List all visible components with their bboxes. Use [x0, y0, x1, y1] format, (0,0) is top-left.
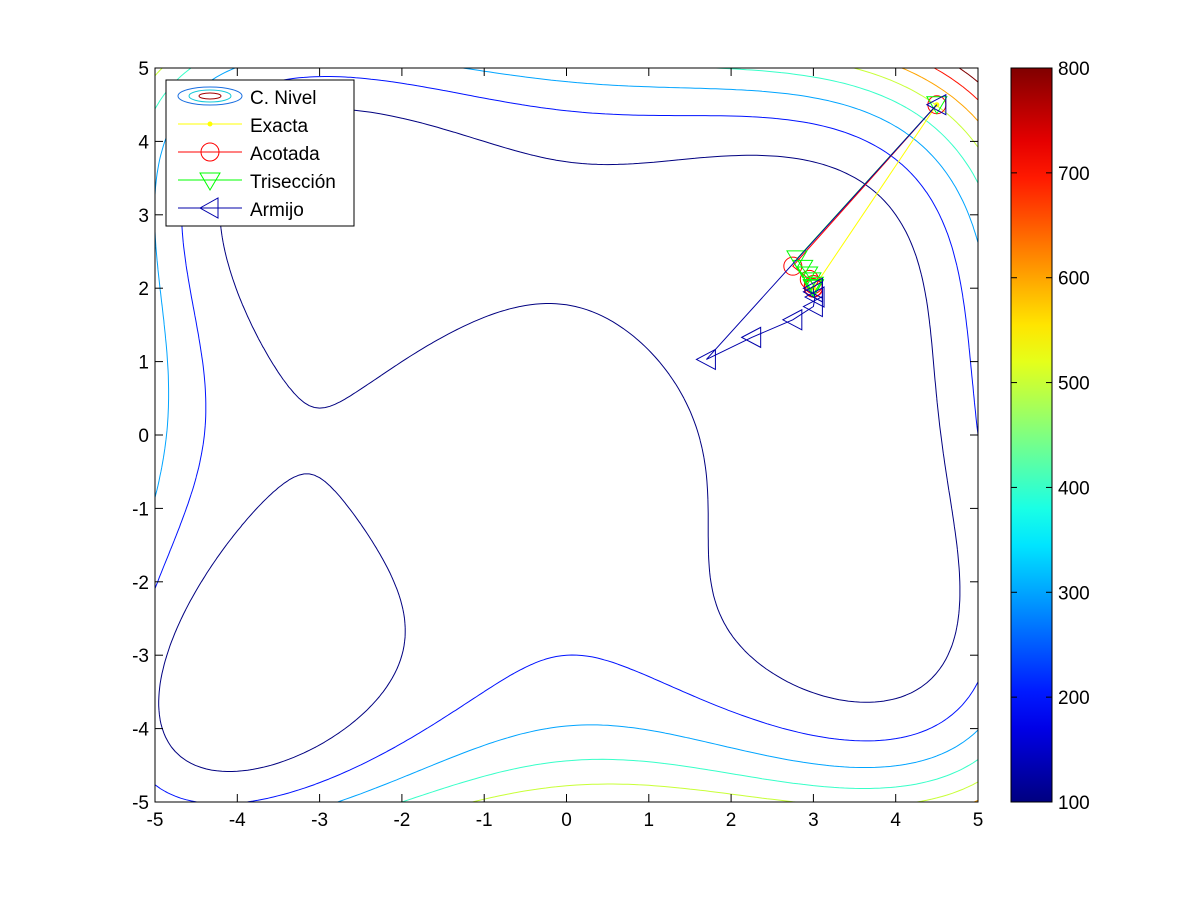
optimization-paths	[695, 93, 948, 371]
data-point	[925, 93, 947, 116]
legend-entry-exacta: Exacta	[178, 116, 309, 137]
contour-level-600	[901, 68, 978, 802]
y-tick-label: -2	[132, 573, 149, 594]
legend-entry-c-nivel: C. Nivel	[177, 86, 317, 109]
contour-level-100	[158, 108, 961, 772]
y-axis: -5 -4 -3 -2 -1 0 1 2 3 4 5	[132, 59, 978, 814]
colorbar-tick-label: 600	[1058, 269, 1090, 290]
y-tick-label: -3	[132, 646, 149, 667]
y-tick-label: -5	[132, 793, 149, 814]
data-point	[803, 286, 825, 308]
legend-label: Armijo	[250, 200, 304, 221]
data-point	[695, 348, 716, 371]
series-armijo	[695, 93, 947, 371]
y-tick-label: 0	[138, 426, 149, 447]
x-tick-label: 4	[890, 810, 901, 831]
y-tick-label: 3	[138, 206, 149, 227]
colorbar-tick-label: 700	[1058, 164, 1090, 185]
x-tick-label: 5	[973, 810, 984, 831]
data-point	[781, 308, 803, 331]
colorbar	[1010, 67, 1053, 803]
colorbar-tick-label: 800	[1058, 59, 1090, 80]
data-point	[740, 326, 762, 349]
legend-entry-armijo: Armijo	[178, 197, 304, 221]
data-point	[786, 250, 808, 269]
x-tick-label: 2	[726, 810, 737, 831]
legend-label: Exacta	[250, 116, 309, 137]
legend-entry-acotada: Acotada	[178, 142, 320, 165]
legend-entry-triseccion: Trisección	[178, 172, 336, 193]
x-tick-label: -2	[393, 810, 410, 831]
series-line	[812, 104, 938, 289]
x-tick-label: 0	[561, 810, 572, 831]
x-tick-label: 3	[808, 810, 819, 831]
x-tick-label: -5	[147, 810, 164, 831]
colorbar-tick-label: 300	[1058, 583, 1090, 604]
colorbar-tick-label: 100	[1058, 793, 1090, 814]
colorbar-tick-label: 200	[1058, 688, 1090, 709]
contour-lines	[155, 68, 978, 802]
data-point	[925, 96, 948, 115]
colorbar-tick-label: 500	[1058, 374, 1090, 395]
y-tick-label: -1	[132, 499, 149, 520]
contour-level-400	[155, 68, 978, 802]
x-axis: -5 -4 -3 -2 -1 0 1 2 3 4 5	[147, 68, 984, 831]
y-tick-label: 5	[138, 59, 149, 80]
x-tick-label: -4	[229, 810, 246, 831]
legend-label: Trisección	[250, 172, 336, 193]
x-tick-label: -1	[476, 810, 493, 831]
colorbar-tick-label: 400	[1058, 478, 1090, 499]
y-tick-label: 1	[138, 353, 149, 374]
x-tick-label: -3	[311, 810, 328, 831]
contour-level-700	[933, 68, 978, 101]
data-point	[802, 277, 823, 300]
legend-label: Acotada	[250, 144, 320, 165]
legend: C. Nivel Exacta Acotada Trisección Armij…	[165, 79, 355, 227]
y-tick-label: 2	[138, 279, 149, 300]
x-tick-label: 1	[644, 810, 655, 831]
colorbar-ticks: 100 200 300 400 500 600 700 800	[1011, 59, 1090, 814]
y-tick-label: 4	[138, 132, 149, 153]
data-point	[791, 259, 814, 279]
legend-label: C. Nivel	[250, 88, 317, 109]
y-tick-label: -4	[132, 720, 149, 741]
